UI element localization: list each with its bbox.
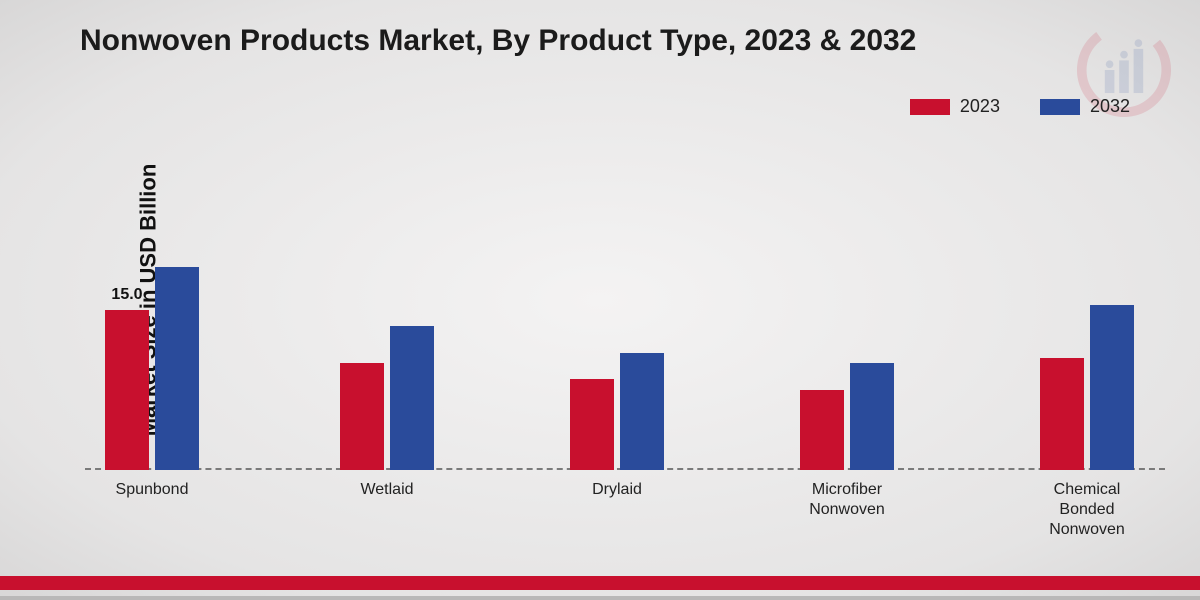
legend-label-2032: 2032 bbox=[1090, 96, 1130, 117]
chart-canvas: Nonwoven Products Market, By Product Typ… bbox=[0, 0, 1200, 600]
x-tick-label: Drylaid bbox=[592, 480, 642, 500]
bar-group: Drylaid bbox=[570, 353, 664, 470]
footer-accent-bar bbox=[0, 576, 1200, 590]
legend-item-2023: 2023 bbox=[910, 96, 1000, 117]
x-tick-label: Wetlaid bbox=[360, 480, 413, 500]
legend-swatch-2032 bbox=[1040, 99, 1080, 115]
x-tick-label: Spunbond bbox=[116, 480, 189, 500]
bar bbox=[620, 353, 664, 470]
legend-item-2032: 2032 bbox=[1040, 96, 1130, 117]
bar bbox=[155, 267, 199, 470]
bar bbox=[340, 363, 384, 470]
x-tick-label: Microfiber Nonwoven bbox=[809, 480, 885, 520]
bar bbox=[105, 310, 149, 470]
chart-title: Nonwoven Products Market, By Product Typ… bbox=[80, 24, 916, 58]
legend-label-2023: 2023 bbox=[960, 96, 1000, 117]
x-tick-label: Chemical Bonded Nonwoven bbox=[1049, 480, 1125, 540]
bar-group: Microfiber Nonwoven bbox=[800, 363, 894, 470]
plot-area: SpunbondWetlaidDrylaidMicrofiber Nonwove… bbox=[85, 150, 1165, 470]
bar-group: Chemical Bonded Nonwoven bbox=[1040, 305, 1134, 470]
bar bbox=[390, 326, 434, 470]
bar-data-label: 15.0 bbox=[111, 286, 142, 304]
bar bbox=[850, 363, 894, 470]
bar bbox=[570, 379, 614, 470]
legend: 2023 2032 bbox=[910, 96, 1130, 117]
bar bbox=[1040, 358, 1084, 470]
bar-group: Wetlaid bbox=[340, 326, 434, 470]
legend-swatch-2023 bbox=[910, 99, 950, 115]
bar bbox=[1090, 305, 1134, 470]
bar bbox=[800, 390, 844, 470]
footer-rule bbox=[0, 596, 1200, 600]
